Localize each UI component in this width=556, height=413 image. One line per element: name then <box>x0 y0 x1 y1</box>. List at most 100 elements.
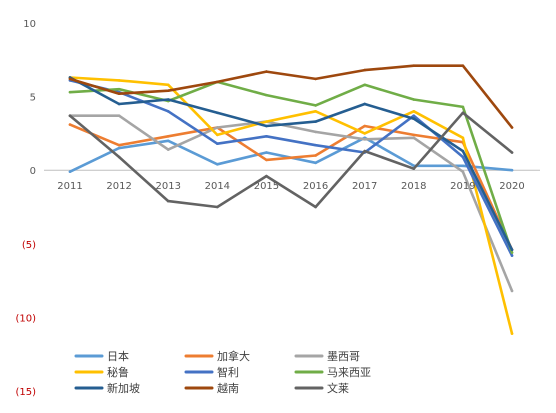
data-point <box>117 146 121 150</box>
data-point <box>314 154 317 157</box>
data-point <box>510 168 514 172</box>
data-point <box>117 87 121 91</box>
x-tick-label: 2015 <box>254 181 279 192</box>
data-point <box>166 148 170 151</box>
series-line-4 <box>68 76 514 335</box>
data-point <box>363 132 366 135</box>
y-axis-tick-labels: 10 5 0 (5) (10) (15) <box>15 19 36 398</box>
legend-label: 墨西哥 <box>327 350 360 363</box>
data-point <box>461 111 465 115</box>
data-point <box>68 77 72 81</box>
data-point <box>216 163 219 166</box>
data-point <box>166 110 170 113</box>
data-point <box>117 79 121 82</box>
data-point <box>68 90 72 94</box>
x-tick-label: 2019 <box>450 181 475 192</box>
data-point <box>216 142 219 146</box>
data-point <box>412 114 416 118</box>
legend-label: 日本 <box>107 349 129 363</box>
legend-label: 加拿大 <box>217 349 250 363</box>
x-axis-tick-labels: 2011 2012 2013 2014 2015 2016 2017 2018 2019 2020 <box>57 181 524 192</box>
data-point <box>68 123 72 126</box>
data-point <box>412 110 416 113</box>
series-line-7 <box>68 76 514 251</box>
data-point <box>314 143 317 147</box>
data-point <box>265 70 268 73</box>
data-point <box>265 135 268 138</box>
data-point <box>461 64 465 67</box>
data-point <box>265 124 268 128</box>
y-tick-label: (10) <box>15 313 36 324</box>
x-tick-label: 2011 <box>57 181 82 192</box>
data-point <box>510 332 514 335</box>
data-point <box>412 133 416 137</box>
data-point <box>412 117 416 120</box>
x-tick-label: 2018 <box>401 181 426 192</box>
data-point <box>117 143 121 147</box>
legend-label: 马来西亚 <box>327 366 371 379</box>
data-point <box>363 137 366 141</box>
data-point <box>68 114 72 118</box>
x-tick-label: 2013 <box>155 181 180 192</box>
data-point <box>363 124 366 128</box>
data-point <box>216 80 219 84</box>
data-point <box>216 111 219 115</box>
data-point <box>510 251 514 254</box>
data-point <box>314 120 317 123</box>
data-point <box>117 114 121 118</box>
y-tick-label: 0 <box>30 166 36 177</box>
data-point <box>461 149 465 153</box>
x-tick-label: 2012 <box>106 181 131 192</box>
series-line-8 <box>68 64 514 129</box>
data-point <box>314 130 317 134</box>
series-line-5 <box>68 79 514 257</box>
data-point <box>510 248 514 251</box>
data-point <box>166 83 170 87</box>
data-point <box>412 136 416 140</box>
data-point <box>510 254 514 257</box>
data-point <box>166 98 170 101</box>
data-point <box>363 83 366 87</box>
data-point <box>265 158 268 162</box>
series-line-3 <box>68 114 514 293</box>
data-point <box>461 105 465 109</box>
series-lines <box>68 64 514 335</box>
x-tick-label: 2020 <box>499 181 524 192</box>
x-tick-label: 2016 <box>303 181 328 192</box>
y-tick-label: 10 <box>23 19 36 30</box>
legend-label: 智利 <box>217 365 239 379</box>
data-point <box>510 151 514 154</box>
y-tick-label: (5) <box>22 240 36 251</box>
data-point <box>314 104 317 107</box>
data-point <box>117 92 121 95</box>
x-tick-label: 2017 <box>352 181 377 192</box>
data-point <box>363 102 366 106</box>
legend-label: 秘鲁 <box>107 365 129 379</box>
data-point <box>314 205 317 209</box>
series-line-6 <box>68 80 514 254</box>
data-point <box>265 93 268 97</box>
data-point <box>461 155 465 159</box>
data-point <box>412 167 416 171</box>
series-line-9 <box>68 111 514 209</box>
data-point <box>216 133 219 137</box>
data-point <box>510 289 514 293</box>
data-point <box>363 68 366 72</box>
data-point <box>510 126 514 129</box>
data-point <box>117 102 121 106</box>
data-point <box>216 205 219 209</box>
data-point <box>68 170 72 173</box>
legend-label: 越南 <box>217 381 239 395</box>
data-point <box>461 136 465 140</box>
data-point <box>265 151 268 154</box>
data-point <box>117 155 121 159</box>
data-point <box>265 174 268 178</box>
legend-label: 新加坡 <box>107 381 140 395</box>
data-point <box>363 149 366 153</box>
y-tick-label: (15) <box>15 387 36 398</box>
data-point <box>412 98 416 101</box>
data-point <box>166 139 170 143</box>
